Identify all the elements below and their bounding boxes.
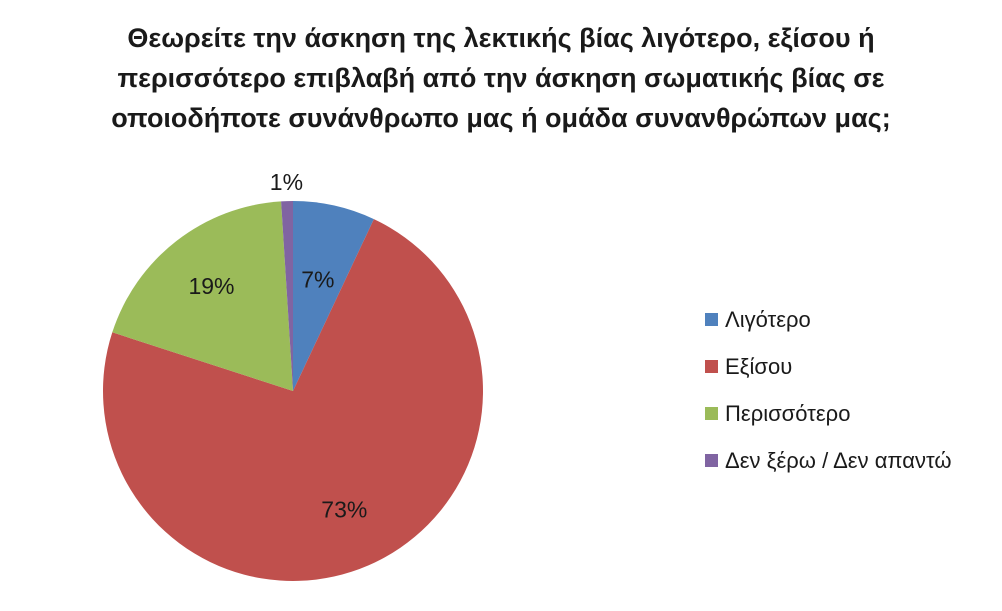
pie-slice-perissotero [112, 201, 294, 391]
legend-item-exisou: Εξίσου [705, 343, 952, 390]
chart-title-line-3: οποιοδήποτε συνάνθρωπο μας ή ομάδα συναν… [111, 103, 891, 133]
chart-title: Θεωρείτε την άσκηση της λεκτικής βίας λι… [0, 18, 1002, 138]
pie-slice-den-xero [281, 201, 293, 391]
legend-item-ligotero: Λιγότερο [705, 296, 952, 343]
data-label-ligotero: 7% [301, 267, 334, 293]
legend-swatch-perissotero [705, 407, 718, 420]
data-label-perissotero: 19% [188, 273, 234, 299]
legend-label-perissotero: Περισσότερο [725, 400, 851, 426]
data-label-den-xero: 1% [270, 169, 303, 195]
legend-swatch-ligotero [705, 313, 718, 326]
legend-item-den-xero: Δεν ξέρω / Δεν απαντώ [705, 437, 952, 484]
legend: Λιγότερο Εξίσου Περισσότερο Δεν ξέρω / Δ… [705, 296, 952, 484]
pie-slice-exisou [103, 219, 484, 581]
legend-swatch-den-xero [705, 454, 718, 467]
chart-title-line-1: Θεωρείτε την άσκηση της λεκτικής βίας λι… [127, 23, 875, 53]
legend-label-den-xero: Δεν ξέρω / Δεν απαντώ [725, 447, 952, 473]
legend-swatch-exisou [705, 360, 718, 373]
chart-title-line-2: περισσότερο επιβλαβή από την άσκηση σωμα… [117, 63, 885, 93]
legend-item-perissotero: Περισσότερο [705, 390, 952, 437]
pie-slice-ligotero [293, 201, 374, 391]
legend-label-ligotero: Λιγότερο [725, 306, 811, 332]
data-label-exisou: 73% [321, 497, 367, 523]
legend-label-exisou: Εξίσου [725, 353, 793, 379]
